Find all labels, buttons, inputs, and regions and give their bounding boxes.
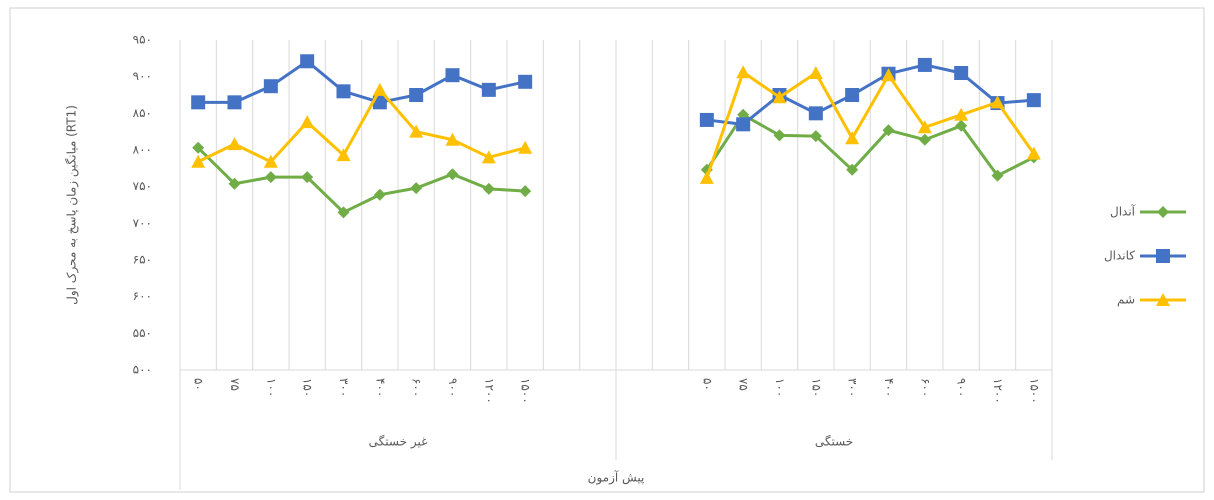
- marker: [809, 130, 822, 143]
- marker: [882, 124, 895, 137]
- marker: [519, 185, 532, 198]
- marker: [1026, 146, 1041, 160]
- marker: [445, 132, 460, 146]
- x-tick-label: ۷۵: [737, 378, 751, 391]
- legend-label: کاندال: [1104, 249, 1135, 263]
- group-label: غیر خستگی: [369, 435, 428, 450]
- marker: [192, 141, 205, 154]
- marker: [845, 131, 860, 145]
- x-tick-label: ۶۰۰: [918, 378, 932, 397]
- x-tick-label: ۱۰۰: [264, 378, 278, 397]
- marker: [300, 54, 315, 69]
- marker: [991, 169, 1004, 182]
- legend-marker: [1157, 206, 1169, 218]
- outer-label: پیش آزمون: [588, 470, 645, 486]
- y-tick-label: ۸۵۰: [133, 106, 152, 120]
- series-line: [197, 70, 1036, 179]
- series-line: [198, 59, 1034, 126]
- marker: [518, 140, 533, 154]
- marker: [736, 117, 751, 132]
- marker: [954, 107, 969, 121]
- x-tick-label: ۵۰: [192, 378, 206, 391]
- marker: [808, 66, 823, 79]
- legend-marker: [1156, 293, 1170, 306]
- marker: [481, 82, 496, 97]
- x-tick-label: ۳۰۰: [846, 378, 860, 397]
- y-tick-label: ۵۵۰: [133, 326, 152, 340]
- marker: [410, 182, 423, 195]
- marker: [373, 188, 386, 201]
- marker: [772, 90, 787, 104]
- x-tick-label: ۱۲۰۰: [482, 378, 496, 404]
- marker: [845, 88, 860, 102]
- legend-marker: [1156, 249, 1170, 263]
- y-tick-label: ۸۰۰: [133, 143, 152, 157]
- marker: [990, 95, 1005, 109]
- marker: [263, 79, 278, 94]
- x-tick-label: ۱۰۰: [773, 378, 787, 397]
- marker: [227, 137, 242, 151]
- marker: [372, 82, 387, 96]
- marker: [227, 95, 242, 110]
- marker: [409, 88, 424, 102]
- chart-frame: [9, 7, 1205, 493]
- marker: [1026, 93, 1041, 108]
- marker: [191, 95, 206, 110]
- x-tick-label: ۴۰۰: [373, 378, 387, 397]
- legend-label: شم: [1117, 293, 1135, 307]
- x-tick-label: ۷۵: [228, 378, 242, 391]
- y-tick-label: ۷۰۰: [133, 216, 152, 230]
- marker: [955, 119, 968, 132]
- marker: [336, 84, 351, 99]
- marker: [481, 150, 496, 164]
- y-tick-label: ۶۰۰: [133, 289, 152, 303]
- x-tick-label: ۴۰۰: [882, 378, 896, 397]
- marker: [482, 182, 495, 195]
- marker: [264, 171, 277, 184]
- x-tick-label: ۱۵۰: [809, 378, 823, 397]
- y-tick-label: ۷۵۰: [133, 179, 152, 193]
- marker: [773, 129, 786, 142]
- marker: [301, 171, 314, 184]
- legend-label: آندال: [1110, 204, 1136, 219]
- y-tick-label: ۵۰۰: [133, 363, 152, 377]
- y-tick-label: ۹۵۰: [133, 33, 152, 47]
- marker: [446, 168, 459, 181]
- y-tick-label: ۹۰۰: [133, 69, 152, 83]
- marker: [808, 106, 823, 121]
- x-tick-label: ۹۰۰: [446, 378, 460, 397]
- marker: [263, 154, 278, 168]
- marker: [699, 112, 714, 127]
- marker: [846, 163, 859, 176]
- marker: [409, 124, 424, 138]
- y-axis-title: میانگین زمان پاسخ به محرک اول (RT1): [65, 105, 80, 305]
- marker: [337, 206, 350, 219]
- marker: [228, 177, 241, 190]
- x-tick-label: ۹۰۰: [955, 378, 969, 397]
- marker: [917, 57, 932, 72]
- marker: [736, 65, 751, 79]
- y-tick-label: ۶۵۰: [133, 253, 152, 267]
- marker: [336, 148, 351, 162]
- marker: [518, 74, 533, 89]
- x-tick-label: ۱۵۰۰: [1027, 378, 1041, 404]
- group-label: خستگی: [815, 435, 853, 449]
- x-tick-label: ۶۰۰: [410, 378, 424, 397]
- marker: [191, 154, 206, 168]
- x-tick-label: ۵۰: [700, 378, 714, 391]
- marker: [881, 68, 896, 82]
- marker: [300, 115, 315, 129]
- series-line: [197, 113, 1035, 214]
- x-tick-label: ۱۲۰۰: [991, 378, 1005, 404]
- marker: [445, 68, 460, 83]
- marker: [917, 120, 932, 134]
- x-tick-label: ۳۰۰: [337, 378, 351, 397]
- marker: [954, 66, 969, 80]
- marker: [699, 170, 714, 184]
- x-tick-label: ۱۵۰: [301, 378, 315, 397]
- marker: [918, 133, 931, 146]
- x-tick-label: ۱۵۰۰: [519, 378, 533, 404]
